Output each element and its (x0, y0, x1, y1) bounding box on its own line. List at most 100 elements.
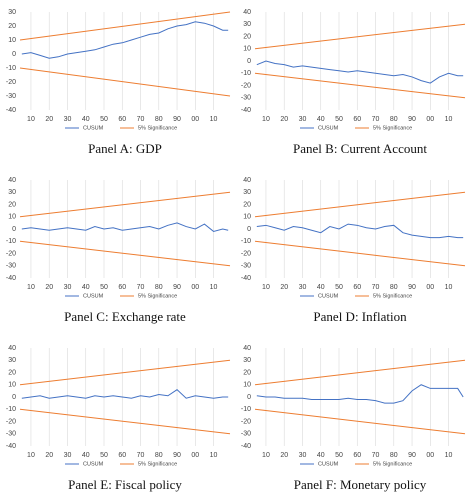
y-tick-label: 20 (243, 369, 251, 376)
legend-label: CUSUM (83, 293, 104, 299)
x-tick-label: 40 (317, 452, 325, 459)
y-tick-label: 30 (8, 357, 16, 364)
x-tick-label: 10 (27, 452, 35, 459)
x-tick-label: 30 (64, 284, 72, 291)
x-tick-label: 00 (191, 116, 199, 123)
x-tick-label: 50 (100, 284, 108, 291)
x-tick-label: 00 (426, 284, 434, 291)
y-tick-label: -40 (6, 443, 16, 450)
y-tick-label: -30 (241, 263, 251, 270)
x-tick-label: 50 (335, 116, 343, 123)
series-line (254, 359, 466, 386)
x-tick-label: 60 (118, 452, 126, 459)
y-tick-label: -30 (6, 263, 16, 270)
y-tick-label: 40 (243, 345, 251, 352)
y-tick-label: -10 (241, 406, 251, 413)
y-tick-label: 10 (8, 382, 16, 389)
y-tick-label: -20 (241, 418, 251, 425)
y-tick-label: -10 (241, 70, 251, 77)
legend-label: CUSUM (83, 461, 104, 467)
x-tick-label: 90 (408, 116, 416, 123)
y-tick-label: -40 (241, 443, 251, 450)
y-tick-label: 40 (243, 177, 251, 184)
y-tick-label: -40 (241, 107, 251, 114)
y-tick-label: -20 (6, 79, 16, 86)
x-tick-label: 90 (408, 452, 416, 459)
x-tick-label: 80 (390, 284, 398, 291)
y-tick-label: 0 (247, 58, 251, 65)
y-tick-label: -40 (6, 275, 16, 282)
x-tick-label: 90 (173, 116, 181, 123)
y-tick-label: -10 (6, 65, 16, 72)
y-tick-label: 10 (8, 37, 16, 44)
y-tick-label: 30 (243, 189, 251, 196)
x-tick-label: 60 (353, 284, 361, 291)
series-line (254, 240, 466, 267)
x-tick-label: 40 (82, 284, 90, 291)
panel-caption: Panel B: Current Account (293, 141, 427, 156)
legend-label: 5% Significance (138, 125, 177, 131)
x-tick-label: 00 (426, 452, 434, 459)
x-tick-label: 60 (353, 452, 361, 459)
x-tick-label: 80 (155, 284, 163, 291)
legend-label: CUSUM (83, 125, 104, 131)
panel-caption: Panel E: Fiscal policy (68, 477, 182, 492)
series-line (19, 408, 231, 435)
y-tick-label: 10 (243, 214, 251, 221)
y-tick-label: 20 (8, 23, 16, 30)
y-tick-label: -10 (6, 406, 16, 413)
y-tick-label: 10 (243, 46, 251, 53)
x-tick-label: 00 (191, 452, 199, 459)
x-tick-label: 20 (45, 284, 53, 291)
series-line (19, 11, 231, 41)
y-tick-label: 0 (247, 394, 251, 401)
series-line (254, 408, 466, 435)
y-tick-label: 40 (8, 177, 16, 184)
x-tick-label: 30 (64, 452, 72, 459)
panel-caption: Panel D: Inflation (313, 309, 407, 324)
x-tick-label: 70 (137, 116, 145, 123)
series-line (254, 72, 466, 99)
legend-label: 5% Significance (138, 293, 177, 299)
x-tick-label: 60 (118, 284, 126, 291)
y-tick-label: 20 (243, 33, 251, 40)
x-tick-label: 10 (445, 452, 453, 459)
y-tick-label: -30 (6, 93, 16, 100)
x-tick-label: 10 (262, 452, 270, 459)
x-tick-label: 20 (45, 452, 53, 459)
x-tick-label: 10 (210, 452, 218, 459)
y-tick-label: 30 (243, 21, 251, 28)
x-tick-label: 00 (426, 116, 434, 123)
series-line (254, 23, 466, 50)
y-tick-label: 0 (247, 226, 251, 233)
series-line (19, 359, 231, 386)
y-tick-label: 0 (12, 51, 16, 58)
y-tick-label: 20 (8, 201, 16, 208)
series-line (256, 60, 464, 84)
legend-label: 5% Significance (373, 461, 412, 467)
x-tick-label: 30 (299, 116, 307, 123)
x-tick-label: 80 (155, 452, 163, 459)
series-line (19, 67, 231, 97)
x-tick-label: 50 (335, 284, 343, 291)
series-line (254, 191, 466, 218)
y-tick-label: 0 (12, 226, 16, 233)
x-tick-label: 30 (299, 452, 307, 459)
legend-label: 5% Significance (373, 125, 412, 131)
y-tick-label: -40 (6, 107, 16, 114)
x-tick-label: 10 (262, 284, 270, 291)
x-tick-label: 80 (390, 452, 398, 459)
x-tick-label: 20 (280, 284, 288, 291)
series-line (21, 389, 229, 399)
x-tick-label: 30 (64, 116, 72, 123)
y-tick-label: 10 (243, 382, 251, 389)
legend-label: 5% Significance (373, 293, 412, 299)
x-tick-label: 10 (445, 116, 453, 123)
y-tick-label: -30 (241, 431, 251, 438)
x-tick-label: 10 (27, 116, 35, 123)
y-tick-label: 10 (8, 214, 16, 221)
y-tick-label: 20 (8, 369, 16, 376)
x-tick-label: 10 (262, 116, 270, 123)
y-tick-label: -40 (241, 275, 251, 282)
